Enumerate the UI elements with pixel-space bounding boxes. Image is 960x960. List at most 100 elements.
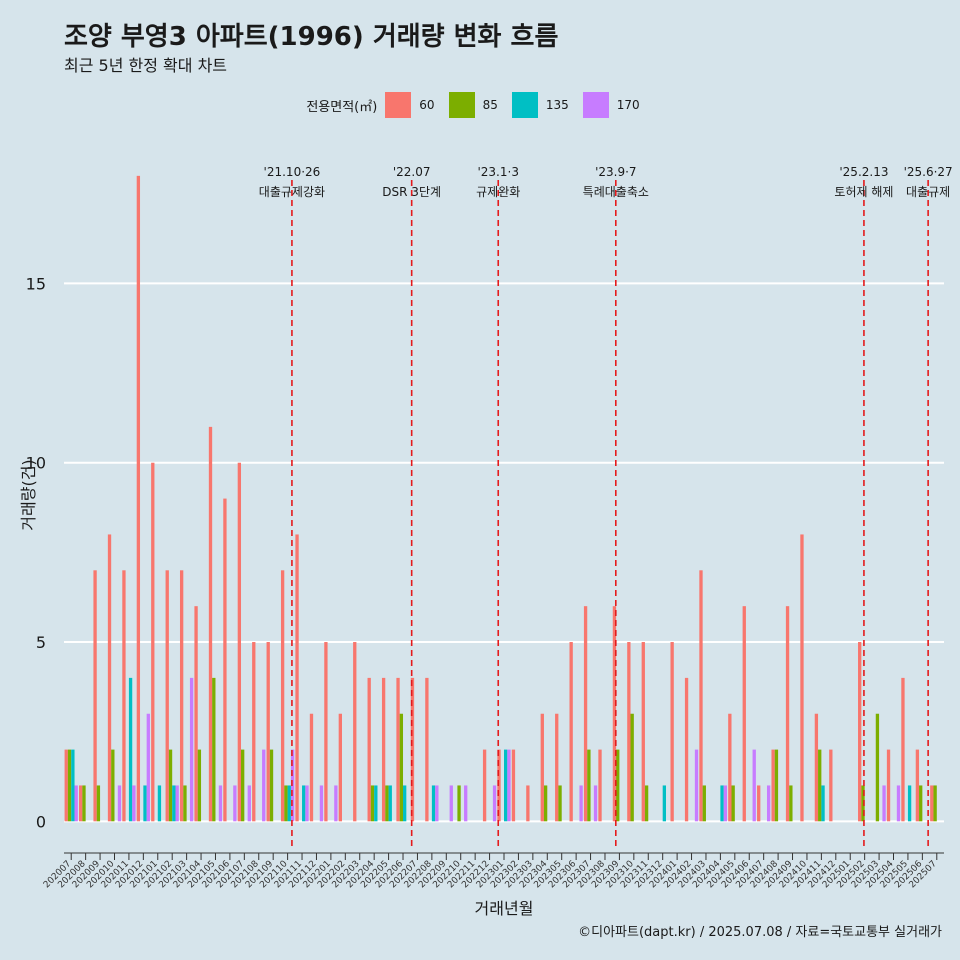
event-date-4: '25.2.13 — [839, 165, 888, 179]
chart-title: 조양 부영3 아파트(1996) 거래량 변화 흐름 — [64, 22, 559, 52]
bar-60-202203 — [353, 642, 357, 822]
event-label-4: 토허제 해제 — [834, 185, 893, 199]
bar-85-202204 — [370, 785, 375, 822]
bar-60-202504 — [886, 749, 891, 822]
bar-85-202502 — [861, 785, 865, 822]
bar-170-202402 — [694, 749, 699, 822]
bar-60-202012 — [136, 175, 141, 822]
bar-60-202204 — [367, 677, 371, 822]
legend-label-60: 60 — [419, 98, 435, 112]
bar-60-202401 — [670, 642, 674, 822]
bar-60-202304 — [540, 713, 544, 822]
bar-85-202304 — [543, 785, 548, 822]
bar-170-202208 — [435, 785, 439, 822]
bar-60-202406 — [742, 606, 746, 822]
bar-85-202007 — [67, 749, 72, 822]
bar-85-202109 — [269, 749, 274, 822]
bar-170-202011 — [132, 785, 136, 822]
bar-60-202011 — [122, 570, 126, 822]
event-date-0: '21.10·26 — [264, 165, 321, 179]
bar-135-202404 — [720, 785, 724, 822]
bar-60-202207 — [410, 677, 415, 822]
legend-label-135: 135 — [545, 98, 569, 112]
bar-60-202106 — [223, 498, 227, 822]
bar-170-202407 — [766, 785, 771, 822]
bar-60-202212 — [482, 749, 487, 822]
bar-85-202506 — [919, 785, 923, 822]
chart-subtitle: 최근 5년 한정 확대 차트 — [64, 56, 228, 75]
bar-170-202306 — [579, 785, 583, 822]
bar-60-202411 — [814, 713, 819, 822]
bar-60-202102 — [165, 570, 169, 822]
bar-170-202103 — [189, 677, 194, 822]
bar-60-202309 — [612, 606, 617, 822]
bar-60-202408 — [771, 749, 775, 822]
bar-60-202111 — [295, 534, 299, 822]
legend-item-60: 60 — [385, 92, 435, 118]
bar-85-202503 — [875, 713, 880, 822]
bar-85-202205 — [385, 785, 389, 822]
bar-60-202109 — [266, 642, 270, 822]
bar-85-202110 — [284, 785, 288, 822]
bar-60-202410 — [800, 534, 804, 822]
bar-85-202405 — [731, 785, 735, 822]
bar-170-202106 — [233, 785, 237, 822]
bar-60-202502 — [858, 642, 862, 822]
bar-60-202101 — [151, 462, 155, 822]
bar-85-202107 — [241, 749, 245, 822]
bar-170-202404 — [723, 785, 728, 822]
bar-60-202202 — [338, 713, 342, 822]
bar-60-202505 — [901, 677, 905, 822]
bar-170-202212 — [492, 785, 497, 822]
bar-85-202305 — [558, 785, 562, 822]
legend-key-170 — [582, 92, 609, 118]
event-date-5: '25.6·27 — [904, 165, 953, 179]
bar-60-202403 — [699, 570, 703, 822]
y-tick-label: 5 — [36, 633, 46, 652]
bar-135-202208 — [431, 785, 436, 822]
bar-85-202103 — [183, 785, 187, 822]
bar-60-202402 — [684, 677, 689, 822]
y-axis-title: 거래량(건) — [19, 459, 38, 530]
bar-135-202110 — [287, 785, 291, 822]
bar-60-202008 — [79, 785, 83, 822]
event-date-1: '22.07 — [393, 165, 431, 179]
y-tick-label: 15 — [26, 274, 46, 293]
bar-135-202206 — [403, 785, 407, 822]
bar-85-202010 — [111, 749, 115, 822]
bar-170-202307 — [593, 785, 598, 822]
event-label-0: 대출규제강화 — [259, 185, 325, 199]
bar-60-202112 — [309, 713, 314, 822]
bar-60-202206 — [396, 677, 400, 822]
legend-label-85: 85 — [482, 98, 498, 112]
bar-135-202204 — [374, 785, 378, 822]
event-label-2: 규제완화 — [476, 185, 520, 199]
bar-170-202012 — [146, 713, 150, 822]
event-date-2: '23.1·3 — [477, 165, 518, 179]
bar-60-202007 — [64, 749, 68, 822]
bar-170-202112 — [319, 785, 324, 822]
bar-135-202101 — [157, 785, 162, 822]
bar-85-202310 — [630, 713, 634, 822]
bar-85-202311 — [644, 785, 649, 822]
legend-item-135: 135 — [511, 92, 569, 118]
bar-170-202301 — [507, 749, 511, 822]
bar-135-202012 — [143, 785, 147, 822]
bar-135-202312 — [662, 785, 667, 822]
bar-135-202111 — [302, 785, 306, 822]
bar-60-202409 — [785, 606, 790, 822]
bar-135-202411 — [821, 785, 825, 822]
bar-85-202009 — [96, 785, 101, 822]
bar-170-202010 — [117, 785, 122, 822]
bar-135-202007 — [71, 749, 75, 822]
bar-135-202301 — [504, 749, 508, 822]
bar-85-202408 — [774, 749, 779, 822]
bar-85-202210 — [457, 785, 461, 822]
bar-170-202201 — [334, 785, 338, 822]
bar-60-202104 — [194, 606, 198, 822]
bar-60-202108 — [252, 642, 256, 822]
y-tick-label: 10 — [26, 454, 46, 473]
bar-60-202506 — [915, 749, 920, 822]
